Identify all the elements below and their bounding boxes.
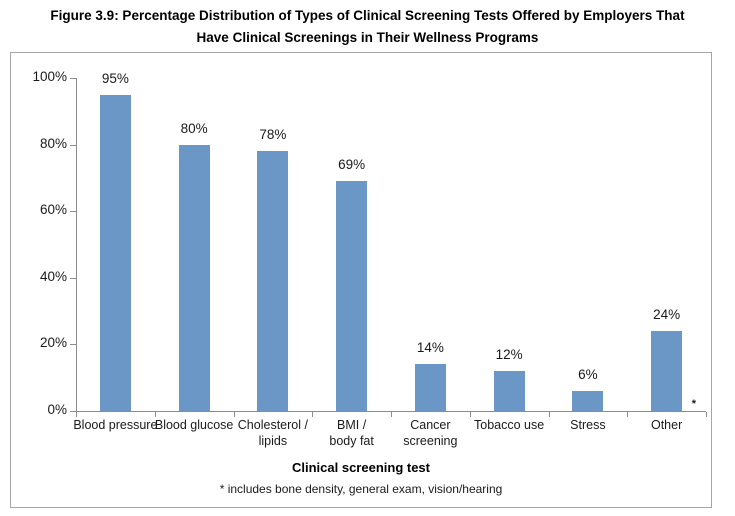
plot-area: 100% 80% 60% 40% 20% 0% 95% Blood pressure 80% Bl… — [11, 53, 711, 507]
bar-value-label-blood-glucose: 80% — [180, 120, 208, 136]
x-tick-label-other: Other — [607, 417, 727, 433]
x-tick-label-line: BMI / — [337, 418, 367, 432]
y-axis-tick-label-40: 40% — [39, 268, 67, 284]
x-axis-tick-4 — [391, 412, 392, 417]
x-tick-label-line: Blood pressure — [73, 418, 158, 432]
x-tick-label-line: Tobacco use — [474, 418, 545, 432]
figure-title-line-1: Figure 3.9: Percentage Distribution of T… — [50, 8, 685, 23]
y-axis-tick-100 — [70, 78, 76, 79]
y-axis-tick-label-20: 20% — [39, 335, 67, 351]
x-axis-tick-0 — [76, 412, 77, 417]
x-tick-label-blood-pressure: Blood pressure — [55, 417, 175, 433]
y-axis-tick-label-80: 80% — [39, 135, 67, 151]
x-axis-tick-1 — [154, 412, 156, 417]
bar-value-label-bmi-body-fat: 69% — [338, 157, 366, 173]
chart-footnote: * includes bone density, general exam, v… — [219, 482, 503, 496]
x-axis-tick-8 — [706, 412, 707, 417]
x-tick-label-line: body fat — [329, 434, 374, 448]
chart-area: 100% 80% 60% 40% 20% 0% 95% Blood pressure 80% Bl… — [10, 52, 712, 508]
y-axis-line — [76, 78, 77, 411]
x-tick-label-cholesterol-lipids: Cholesterol / lipids — [213, 417, 333, 449]
x-tick-label-line: screening — [403, 434, 458, 448]
x-tick-label-tobacco-use: Tobacco use — [449, 417, 569, 433]
bar-value-label-stress: 6% — [578, 367, 598, 383]
bar-value-label-tobacco-use: 12% — [495, 347, 523, 363]
y-axis-tick-80 — [70, 144, 76, 146]
x-axis-line — [76, 411, 706, 412]
figure-title-line-2: Have Clinical Screenings in Their Wellne… — [196, 30, 539, 45]
x-axis-title: Clinical screening test — [292, 460, 430, 475]
bar-value-label-blood-pressure: 95% — [101, 70, 129, 86]
bar-stress — [572, 391, 604, 411]
x-tick-label-stress: Stress — [528, 417, 648, 433]
y-axis-tick-label-0: 0% — [47, 402, 67, 417]
y-axis-tick-label-100: 100% — [32, 69, 67, 84]
x-tick-label-line: Blood glucose — [154, 418, 234, 432]
x-axis-tick-7 — [627, 412, 629, 417]
bar-other — [651, 331, 683, 411]
x-tick-label-line: Cholesterol / — [237, 418, 308, 432]
x-axis-tick-2 — [233, 412, 235, 417]
bar-bmi-body-fat — [336, 181, 368, 411]
x-tick-label-line: Stress — [570, 418, 606, 432]
y-axis-tick-0 — [70, 411, 76, 412]
y-axis-tick-label-60: 60% — [39, 202, 67, 218]
bar-blood-pressure — [99, 94, 131, 411]
x-axis-tick-6 — [548, 412, 550, 417]
bar-value-label-other: 24% — [653, 307, 681, 323]
other-asterisk-marker: * — [691, 398, 696, 410]
x-axis-tick-5 — [469, 412, 471, 417]
x-tick-label-bmi-body-fat: BMI / body fat — [292, 417, 412, 449]
bar-cancer-screening — [414, 364, 446, 411]
x-tick-label-cancer-screening: Cancer screening — [370, 417, 490, 449]
x-tick-label-line: lipids — [258, 434, 288, 448]
y-axis-tick-40 — [70, 277, 76, 279]
bar-blood-glucose — [178, 144, 210, 411]
bar-tobacco-use — [493, 371, 525, 411]
y-axis-tick-20 — [70, 344, 76, 346]
x-tick-label-line: Other — [650, 418, 683, 432]
x-tick-label-line: Cancer — [410, 418, 451, 432]
bar-cholesterol-lipids — [257, 151, 289, 411]
bar-value-label-cancer-screening: 14% — [416, 340, 444, 356]
figure-title: Figure 3.9: Percentage Distribution of T… — [17, 5, 718, 49]
y-axis-tick-60 — [70, 211, 76, 213]
bar-value-label-cholesterol-lipids: 78% — [259, 127, 287, 143]
x-tick-label-blood-glucose: Blood glucose — [134, 417, 254, 433]
x-axis-tick-3 — [312, 412, 314, 417]
